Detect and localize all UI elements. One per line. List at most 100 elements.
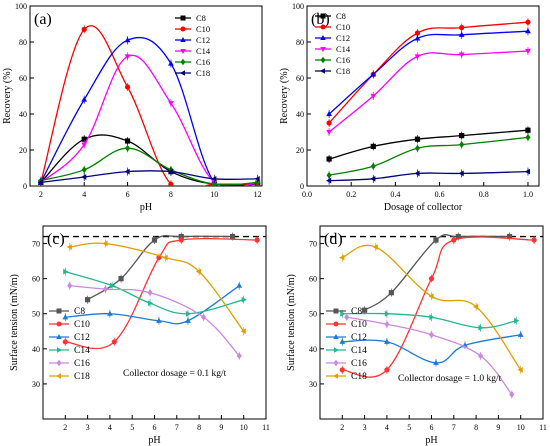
panel-label: (d) — [324, 231, 343, 248]
series-line-c18 — [329, 170, 528, 182]
x-tick-label: 0.4 — [390, 190, 400, 199]
x-tick-label: 8 — [197, 423, 201, 432]
point-c8 — [388, 290, 394, 296]
point-c8 — [124, 138, 131, 144]
y-tick-label: 60 — [19, 74, 27, 83]
point-c12 — [339, 338, 346, 344]
point-c10 — [384, 367, 390, 373]
chart-panel-b: 0.0 0.2 0.4 0.6 0.8 1.0 0 20 40 60 80 100 Dosage of … — [279, 2, 540, 213]
x-tick-label: 8 — [169, 190, 173, 199]
point-c10 — [451, 237, 457, 243]
y-tick-label: 50 — [32, 310, 40, 319]
legend-label-c12: C12 — [74, 333, 90, 343]
point-c18 — [162, 254, 168, 261]
point-c8 — [118, 276, 124, 282]
legend-label-c12: C12 — [336, 33, 350, 43]
point-c18 — [325, 177, 332, 184]
legend-marker — [333, 359, 339, 367]
x-tick-label: 2 — [63, 423, 67, 432]
point-c14 — [326, 129, 332, 136]
y-tick-label: 40 — [32, 345, 40, 354]
point-c16 — [344, 313, 350, 321]
point-c18 — [517, 367, 523, 373]
x-axis-title: pH — [425, 435, 437, 446]
x-axis-title: pH — [148, 435, 160, 446]
legend-marker — [334, 347, 339, 353]
point-c14 — [241, 296, 247, 303]
x-tick-label: 9 — [496, 423, 500, 432]
point-c14 — [340, 310, 346, 317]
legend-marker — [56, 334, 62, 339]
point-c8 — [433, 237, 439, 243]
series-line-c14 — [328, 50, 528, 133]
x-axis-title: Dosage of collector — [384, 202, 463, 213]
point-c14 — [185, 310, 192, 317]
point-c8 — [459, 133, 465, 139]
point-c8 — [362, 307, 368, 313]
point-c10 — [62, 339, 68, 345]
x-tick-label: 3 — [86, 423, 90, 432]
y-tick-label: 60 — [32, 275, 40, 284]
point-c10 — [254, 237, 260, 243]
point-c16 — [459, 141, 465, 148]
legend-marker — [56, 373, 61, 379]
y-tick-label: 60 — [296, 74, 304, 83]
point-c12 — [517, 331, 524, 337]
point-c16 — [326, 171, 332, 179]
point-c10 — [326, 120, 332, 126]
y-axis-title: Recovery (%) — [2, 68, 13, 124]
legend-label-c18: C18 — [196, 68, 210, 78]
point-c12 — [236, 282, 243, 288]
point-c18 — [254, 175, 260, 182]
point-c18 — [195, 268, 202, 275]
point-c16 — [102, 285, 109, 293]
legend-marker — [333, 334, 339, 339]
point-c14 — [458, 52, 465, 58]
point-c14 — [81, 142, 88, 148]
point-c12 — [62, 314, 69, 320]
point-c16 — [200, 313, 207, 321]
legend-label-c14: C14 — [74, 346, 90, 356]
point-c12 — [107, 310, 113, 316]
point-c14 — [370, 93, 377, 100]
series-layer — [325, 18, 531, 185]
point-c16 — [384, 320, 390, 328]
legend-marker — [320, 56, 326, 64]
point-c18 — [372, 244, 378, 250]
legend-label-c12: C12 — [196, 35, 210, 45]
point-c18 — [240, 328, 246, 335]
point-c10 — [428, 276, 435, 282]
series-line-c16 — [328, 136, 529, 176]
y-tick-label: 0 — [300, 182, 304, 191]
legend-marker — [180, 58, 186, 66]
point-c18 — [524, 168, 531, 175]
panel-label: (a) — [34, 11, 52, 28]
x-tick-label: 0.2 — [346, 190, 356, 199]
point-c16 — [428, 331, 435, 339]
x-axis-title: pH — [140, 202, 152, 213]
point-c12 — [458, 31, 465, 37]
point-c12 — [81, 96, 88, 102]
x-tick-label: 2 — [39, 190, 43, 199]
legend-marker — [180, 49, 186, 54]
legend-marker — [56, 308, 62, 314]
x-tick-label: 10 — [240, 423, 248, 432]
point-c14 — [429, 314, 435, 321]
point-c12 — [414, 35, 421, 41]
point-c18 — [167, 168, 174, 175]
series-line-c12 — [40, 36, 258, 186]
point-c8 — [81, 136, 87, 142]
series-line-c8 — [87, 235, 233, 301]
legend-marker — [320, 47, 326, 52]
x-tick-label: 0.8 — [479, 190, 489, 199]
point-c10 — [124, 84, 131, 90]
point-c8 — [370, 143, 376, 149]
point-c18 — [66, 244, 72, 250]
legend-label-c16: C16 — [196, 57, 210, 67]
y-tick-label: 80 — [296, 38, 304, 47]
legend-label-c14: C14 — [336, 44, 351, 54]
x-tick-label: 4 — [82, 190, 86, 199]
x-tick-label: 11 — [262, 423, 270, 432]
